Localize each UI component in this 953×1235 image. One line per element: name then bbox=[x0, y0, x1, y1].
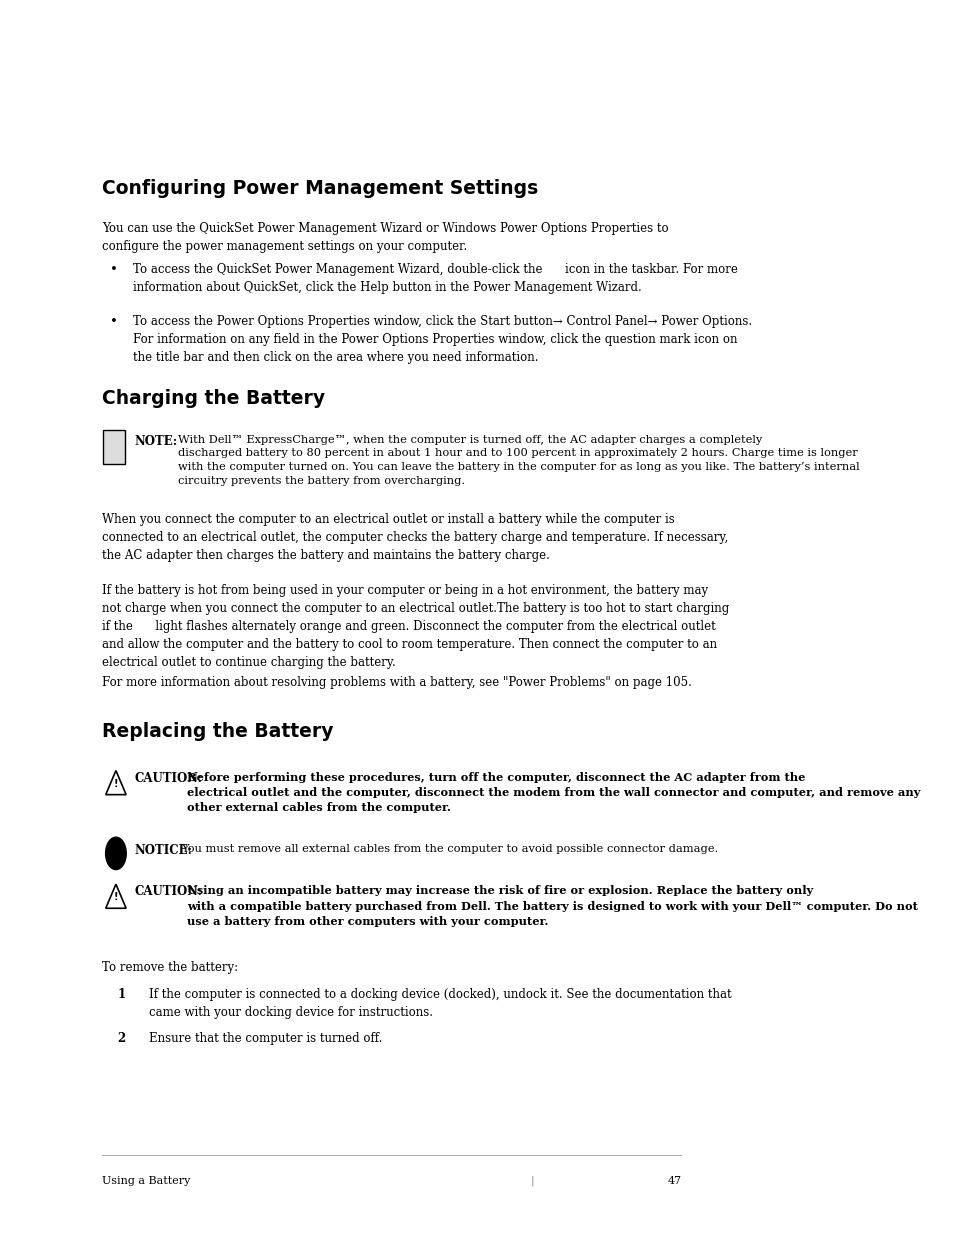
Text: Before performing these procedures, turn off the computer, disconnect the AC ada: Before performing these procedures, turn… bbox=[187, 772, 920, 813]
Text: •: • bbox=[110, 315, 117, 329]
Text: −: − bbox=[110, 846, 122, 861]
Text: If the battery is hot from being used in your computer or being in a hot environ: If the battery is hot from being used in… bbox=[102, 584, 728, 669]
FancyBboxPatch shape bbox=[103, 430, 125, 464]
Text: Configuring Power Management Settings: Configuring Power Management Settings bbox=[102, 179, 537, 198]
Text: 47: 47 bbox=[666, 1176, 680, 1186]
Text: You must remove all external cables from the computer to avoid possible connecto: You must remove all external cables from… bbox=[181, 844, 718, 853]
Text: ✍: ✍ bbox=[109, 442, 118, 452]
Text: •: • bbox=[110, 263, 117, 277]
Text: With Dell™ ExpressCharge™, when the computer is turned off, the AC adapter charg: With Dell™ ExpressCharge™, when the comp… bbox=[177, 435, 859, 485]
Circle shape bbox=[106, 837, 126, 869]
Text: Charging the Battery: Charging the Battery bbox=[102, 389, 325, 408]
Text: You can use the QuickSet Power Management Wizard or Windows Power Options Proper: You can use the QuickSet Power Managemen… bbox=[102, 222, 668, 253]
Text: CAUTION:: CAUTION: bbox=[134, 772, 202, 785]
Text: Replacing the Battery: Replacing the Battery bbox=[102, 722, 333, 741]
Text: To access the QuickSet Power Management Wizard, double-click the      icon in th: To access the QuickSet Power Management … bbox=[133, 263, 738, 294]
Text: !: ! bbox=[113, 779, 118, 789]
Text: NOTE:: NOTE: bbox=[134, 435, 177, 448]
Text: NOTICE:: NOTICE: bbox=[134, 844, 193, 857]
Text: To remove the battery:: To remove the battery: bbox=[102, 961, 237, 974]
Text: CAUTION:: CAUTION: bbox=[134, 885, 202, 899]
Text: 1: 1 bbox=[117, 988, 126, 1002]
Text: !: ! bbox=[113, 893, 118, 903]
Text: |: | bbox=[530, 1174, 534, 1186]
Text: If the computer is connected to a docking device (docked), undock it. See the do: If the computer is connected to a dockin… bbox=[149, 988, 731, 1019]
Text: For more information about resolving problems with a battery, see "Power Problem: For more information about resolving pro… bbox=[102, 676, 691, 689]
Text: 2: 2 bbox=[117, 1032, 126, 1046]
Text: Using an incompatible battery may increase the risk of fire or explosion. Replac: Using an incompatible battery may increa… bbox=[187, 885, 917, 926]
Text: To access the Power Options Properties window, click the Start button→ Control P: To access the Power Options Properties w… bbox=[133, 315, 752, 364]
Text: When you connect the computer to an electrical outlet or install a battery while: When you connect the computer to an elec… bbox=[102, 513, 727, 562]
Text: Using a Battery: Using a Battery bbox=[102, 1176, 190, 1186]
Text: Ensure that the computer is turned off.: Ensure that the computer is turned off. bbox=[149, 1032, 382, 1046]
